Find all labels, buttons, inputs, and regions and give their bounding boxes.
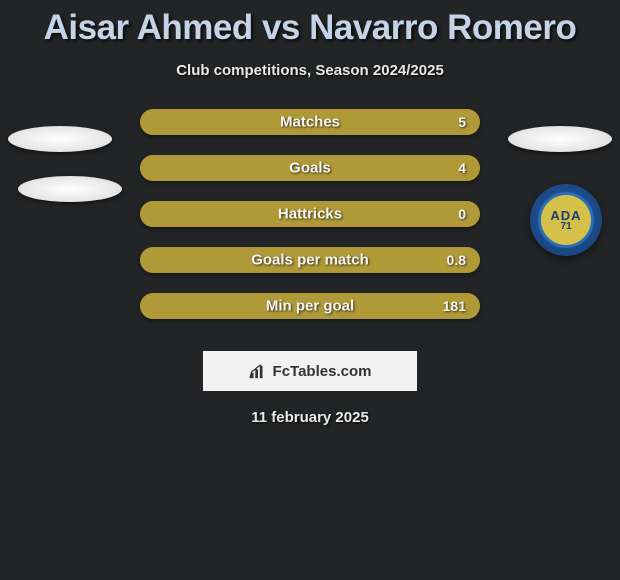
- player2-avatar-placeholder-top: [508, 126, 612, 152]
- player1-avatar-placeholder-top: [8, 126, 112, 152]
- brand-logo-box[interactable]: FcTables.com: [203, 351, 417, 391]
- stat-bar: Goals 4: [140, 155, 480, 181]
- stat-bar-fill-left: [140, 247, 157, 273]
- stat-label: Min per goal: [266, 298, 354, 315]
- stat-row: Goals per match 0.8: [140, 247, 480, 273]
- club-badge-code: ADA: [550, 209, 581, 222]
- stat-label: Hattricks: [278, 206, 342, 223]
- comparison-card: Aisar Ahmed vs Navarro Romero Club compe…: [0, 0, 620, 426]
- stat-bar-fill-left: [140, 109, 157, 135]
- club-badge: ADA 71: [530, 184, 602, 256]
- stat-label: Goals per match: [251, 252, 369, 269]
- footer-date: 11 february 2025: [251, 409, 369, 426]
- stat-value-right: 5: [458, 114, 466, 130]
- brand-name: FcTables.com: [273, 363, 372, 380]
- stat-row: Min per goal 181: [140, 293, 480, 319]
- stat-row: Matches 5: [140, 109, 480, 135]
- stat-bar: Goals per match 0.8: [140, 247, 480, 273]
- stat-row: Hattricks 0: [140, 201, 480, 227]
- stat-bar: Hattricks 0: [140, 201, 480, 227]
- club-badge-inner: ADA 71: [538, 192, 594, 248]
- stat-label: Goals: [289, 160, 331, 177]
- page-subtitle: Club competitions, Season 2024/2025: [176, 62, 444, 79]
- stat-value-right: 0.8: [447, 252, 466, 268]
- stat-row: Goals 4: [140, 155, 480, 181]
- stat-value-right: 4: [458, 160, 466, 176]
- stat-bar: Matches 5: [140, 109, 480, 135]
- stat-bar-fill-left: [140, 293, 157, 319]
- stat-value-right: 0: [458, 206, 466, 222]
- club-badge-year: 71: [560, 222, 571, 232]
- stat-bar-fill-left: [140, 155, 157, 181]
- stats-list: Matches 5 Goals 4 Hattricks 0 Goals per match 0…: [140, 109, 480, 339]
- stat-label: Matches: [280, 114, 340, 131]
- bar-chart-icon: [249, 362, 267, 380]
- player1-avatar-placeholder-bottom: [18, 176, 122, 202]
- stat-value-right: 181: [443, 298, 466, 314]
- stat-bar: Min per goal 181: [140, 293, 480, 319]
- page-title: Aisar Ahmed vs Navarro Romero: [44, 8, 577, 48]
